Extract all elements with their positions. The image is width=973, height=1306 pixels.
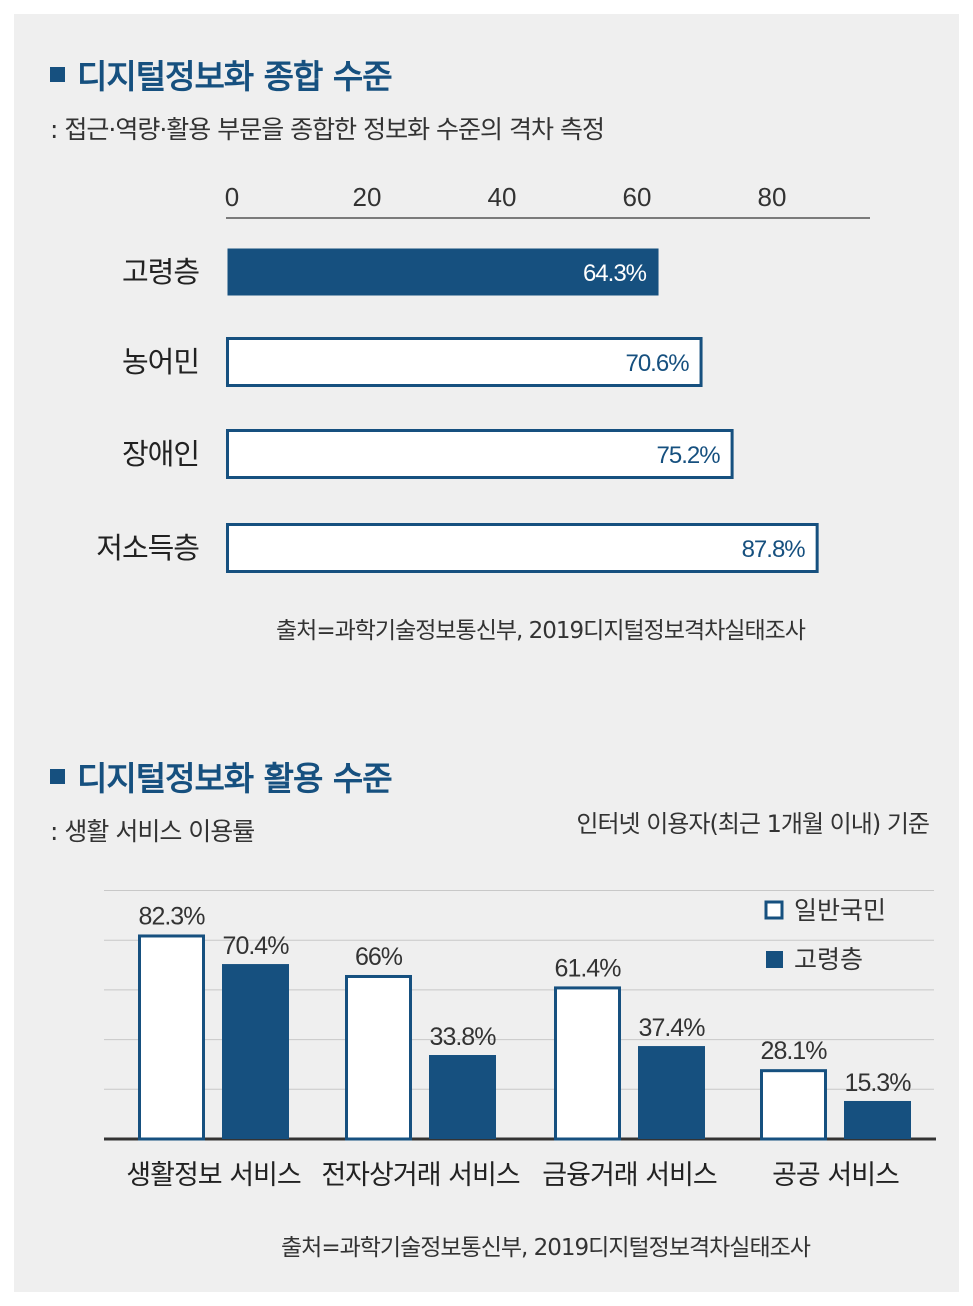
- column-bar: [844, 1100, 911, 1139]
- column-bar: [638, 1046, 705, 1139]
- category-label: 장애인: [122, 437, 199, 471]
- legend-swatch-elderly: [766, 951, 783, 968]
- column-value-label: 28.1%: [761, 1037, 828, 1065]
- column-value-label: 37.4%: [639, 1014, 706, 1042]
- title-square-icon: [50, 67, 65, 82]
- column-bar: [760, 1069, 827, 1141]
- category-label: 생활정보 서비스: [126, 1160, 301, 1191]
- bar: [226, 523, 819, 573]
- section2-title: 디지털정보화 활용 수준: [50, 752, 393, 800]
- section1-title: 디지털정보화 종합 수준: [50, 50, 393, 98]
- section1-subtitle: : 접근·역량·활용 부문을 종합한 정보화 수준의 격차 측정: [50, 115, 605, 144]
- category-label: 공공 서비스: [772, 1160, 899, 1191]
- x-tick-label: 0: [225, 182, 239, 212]
- bar: [226, 429, 734, 479]
- column-value-label: 70.4%: [223, 932, 290, 960]
- section2-subtitle: : 생활 서비스 이용률: [50, 817, 255, 846]
- column-bar: [345, 974, 412, 1141]
- category-label: 고령층: [122, 255, 199, 289]
- x-tick-label: 20: [353, 182, 382, 212]
- bar: [226, 337, 703, 387]
- category-label: 전자상거래 서비스: [321, 1160, 519, 1191]
- legend-swatch-general: [764, 900, 784, 920]
- legend-label: 일반국민: [794, 896, 886, 925]
- column-bar: [429, 1055, 496, 1139]
- legend-label: 고령층: [794, 945, 863, 974]
- column-value-label: 61.4%: [555, 954, 622, 982]
- column-bar: [222, 964, 289, 1139]
- category-label: 금융거래 서비스: [542, 1160, 717, 1191]
- category-label: 저소득층: [96, 531, 199, 565]
- column-value-label: 82.3%: [139, 902, 206, 930]
- section1-source: 출처=과학기술정보통신부, 2019디지털정보격차실태조사: [276, 618, 806, 644]
- section2-source: 출처=과학기술정보통신부, 2019디지털정보격차실태조사: [281, 1235, 811, 1261]
- x-tick-label: 60: [623, 182, 652, 212]
- section2-note: 인터넷 이용자(최근 1개월 이내) 기준: [576, 810, 930, 838]
- x-tick-label: 40: [488, 182, 517, 212]
- bar-value-label: 87.8%: [742, 536, 806, 563]
- category-label: 농어민: [122, 345, 199, 379]
- bar-value-label: 64.3%: [583, 260, 647, 287]
- column-bar: [554, 986, 621, 1141]
- column-value-label: 15.3%: [845, 1069, 912, 1097]
- column-bar: [138, 934, 205, 1141]
- bar: [227, 248, 659, 296]
- vertical-bar-chart: 82.3% 70.4% 생활정보 서비스 66% 33.8% 전자상거래 서비스 61.4%…: [104, 890, 936, 1191]
- column-value-label: 66%: [355, 943, 403, 971]
- title-square-icon: [50, 769, 65, 784]
- bar-value-label: 70.6%: [625, 350, 689, 377]
- horizontal-bar-chart: 0 20 40 60 80 고령층 64.3% 농어민 70.6% 장애인 75.2% 저소득층 87.…: [96, 182, 870, 573]
- infographic-card: 디지털정보화 종합 수준 : 접근·역량·활용 부문을 종합한 정보화 수준의 …: [14, 14, 959, 1292]
- bar-value-label: 75.2%: [657, 442, 721, 469]
- x-tick-label: 80: [758, 182, 787, 212]
- column-value-label: 33.8%: [430, 1023, 497, 1051]
